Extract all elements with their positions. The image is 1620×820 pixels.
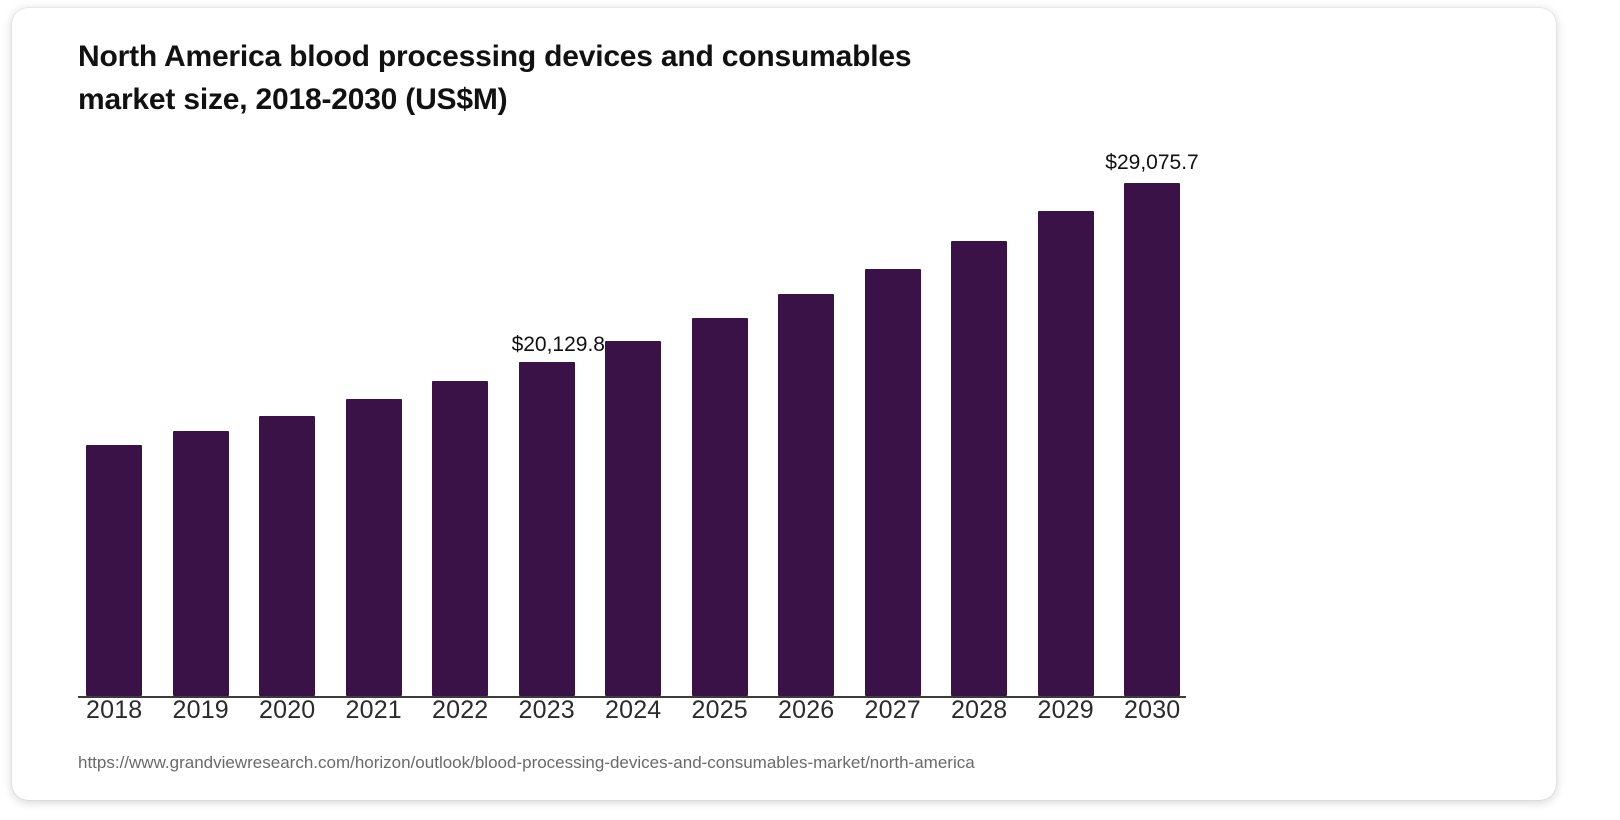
bar[interactable] xyxy=(605,341,661,696)
bar-slot xyxy=(951,158,1007,696)
bar-slot xyxy=(691,158,748,696)
plot-area: $20,129.8 $29,075.7 xyxy=(78,151,1199,698)
x-axis-tick-label: 2023 xyxy=(518,696,575,724)
bar-slot xyxy=(259,158,315,696)
bar-series: $20,129.8 $29,075.7 xyxy=(78,151,1199,696)
x-axis-tick-label: 2020 xyxy=(259,696,316,724)
chart-title-line-1: North America blood processing devices a… xyxy=(78,40,912,73)
x-axis-tick-label: 2030 xyxy=(1124,696,1181,724)
bar[interactable] xyxy=(432,381,488,696)
bar[interactable] xyxy=(345,399,402,696)
chart-card: North America blood processing devices a… xyxy=(12,8,1556,800)
x-axis-tick-label: 2029 xyxy=(1037,696,1094,724)
bar[interactable] xyxy=(518,362,575,696)
x-axis-tick-label: 2022 xyxy=(432,696,489,724)
source-url[interactable]: https://www.grandviewresearch.com/horizo… xyxy=(78,753,975,772)
bar[interactable] xyxy=(778,294,834,696)
bar-value-label: $20,129.8 xyxy=(511,333,605,356)
bar-slot xyxy=(864,158,921,696)
bar-slot xyxy=(172,158,229,696)
x-axis-line xyxy=(78,696,1186,698)
bar[interactable] xyxy=(691,318,748,696)
chart-title: North America blood processing devices a… xyxy=(78,36,1148,121)
x-axis-tick-label: 2019 xyxy=(172,696,229,724)
x-axis-tick-label: 2026 xyxy=(778,696,835,724)
bar-slot xyxy=(778,158,834,696)
bar-value-label: $29,075.7 xyxy=(1105,151,1199,174)
bar[interactable] xyxy=(86,445,142,696)
bar[interactable] xyxy=(259,416,315,696)
x-axis-tick-label: 2027 xyxy=(864,696,921,724)
bar[interactable] xyxy=(1124,183,1180,696)
x-axis-tick-label: 2024 xyxy=(605,696,662,724)
bar[interactable] xyxy=(951,241,1007,696)
chart-title-line-2: market size, 2018-2030 (US$M) xyxy=(78,82,508,116)
bar-slot xyxy=(345,158,402,696)
bar-slot xyxy=(518,158,575,696)
bar[interactable] xyxy=(1037,211,1094,696)
bar-slot xyxy=(86,158,142,696)
bar-slot: $20,129.8 xyxy=(512,158,661,696)
x-axis-tick-label: 2025 xyxy=(691,696,748,724)
bar-slot xyxy=(432,158,488,696)
bar-slot xyxy=(1037,158,1094,696)
x-axis-tick-label: 2028 xyxy=(951,696,1008,724)
bar[interactable] xyxy=(864,269,921,696)
bar[interactable] xyxy=(172,431,229,696)
x-axis-tick-label: 2021 xyxy=(345,696,402,724)
bar-slot: $29,075.7 xyxy=(1105,151,1199,696)
x-axis-tick-labels: 2018 2019 2020 2021 2022 2023 2024 2025 2026 2027… xyxy=(78,696,1188,725)
x-axis-tick-label: 2018 xyxy=(86,696,143,724)
